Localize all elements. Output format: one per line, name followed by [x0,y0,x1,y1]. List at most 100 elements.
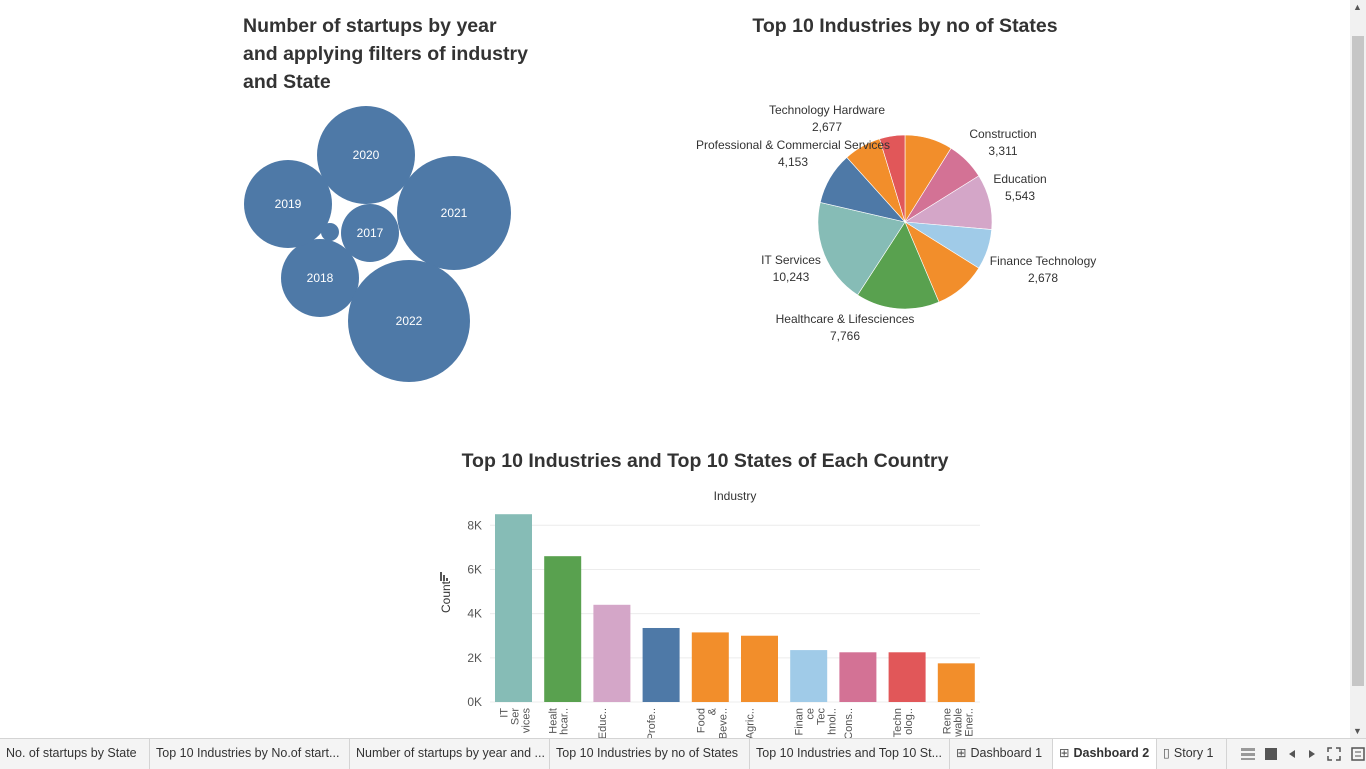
y-tick-label: 4K [467,607,482,621]
pie-slice-label: Technology Hardware [769,103,885,117]
pie-slice-label: Construction [969,127,1036,141]
bubble-label: 2018 [307,271,334,285]
x-tick-label: Educ.. [597,708,609,738]
bar[interactable] [937,663,975,702]
y-tick-label: 0K [467,695,482,709]
bubble-label: 2020 [353,148,380,162]
bubble-chart-title: Number of startups by year and applying … [243,15,528,93]
bar[interactable] [790,650,828,702]
story-icon: ▯ [1163,746,1170,760]
tab-dashboard-2[interactable]: ⊞ Dashboard 2 [1053,739,1157,769]
bubble[interactable] [321,223,339,241]
bar[interactable] [593,604,631,702]
bar[interactable] [544,556,582,702]
y-tick-label: 8K [467,518,482,532]
bubble-label: 2017 [357,226,384,240]
tab-top10-industries-by-states[interactable]: Top 10 Industries by no of States [550,739,750,769]
filmstrip-icon[interactable] [1265,748,1277,760]
prev-icon[interactable] [1287,748,1297,760]
x-tick-label: IT [499,708,511,718]
tab-label: Top 10 Industries and Top 10 St... [756,746,943,760]
pie-slice-value: 10,243 [773,270,810,284]
x-axis-title: Industry [714,489,757,503]
x-tick-label: hnol.. [827,708,839,735]
y-axis-title: Count [439,580,453,613]
dashboard-icon: ⊞ [1059,746,1070,760]
sheet-tab-bar: No. of startups by State Top 10 Industri… [0,738,1366,769]
scroll-up-icon[interactable]: ▲ [1353,2,1362,12]
tab-top10-industries-by-startups[interactable]: Top 10 Industries by No.of start... [150,739,350,769]
x-tick-label: Food [695,708,707,733]
pie-slice-value: 7,766 [830,329,860,343]
tab-label: Number of startups by year and ... [356,746,545,760]
tab-label: No. of startups by State [6,746,137,760]
pie-slice-label: Healthcare & Lifesciences [776,312,915,326]
pie-slice[interactable] [817,202,906,296]
bubble[interactable] [244,160,332,248]
pie-slice-label: Finance Technology [990,254,1097,268]
x-tick-label: Healt [548,708,560,734]
pie-slice-value: 2,678 [1028,271,1058,285]
pie-chart[interactable]: Construction 3,311 Education 5,543 Finance T… [660,90,1140,360]
sort-icon[interactable] [440,572,448,581]
x-tick-label: hcar.. [559,708,571,735]
bar[interactable] [888,652,926,702]
bubble[interactable] [341,204,399,262]
y-tick-label: 2K [467,651,482,665]
scroll-down-icon[interactable]: ▼ [1353,726,1362,736]
pie-slice-label: IT Services [761,253,821,267]
bubble-label: 2019 [275,197,302,211]
bubble-label: 2021 [441,206,468,220]
tab-top10-industries-and-states[interactable]: Top 10 Industries and Top 10 St... [750,739,950,769]
menu-icon[interactable] [1351,747,1365,761]
x-tick-label: Beve.. [717,708,729,738]
pie-slice-label: Education [993,172,1046,186]
grid-view-icon[interactable] [1241,748,1255,760]
vertical-scrollbar[interactable]: ▲ ▼ [1350,0,1366,740]
bar[interactable] [839,652,877,702]
x-tick-label: Tec [816,708,828,726]
x-tick-label: Agric.. [745,708,757,738]
tab-dashboard-1[interactable]: ⊞ Dashboard 1 [950,739,1053,769]
pie-slice-value: 2,677 [812,120,842,134]
tab-no-of-startups-by-state[interactable]: No. of startups by State [0,739,150,769]
pie-slice[interactable] [857,221,940,310]
bar[interactable] [741,635,778,702]
bubble-label: 2022 [396,314,423,328]
x-tick-label: Rene [941,708,953,734]
bar[interactable] [691,632,729,702]
bubble[interactable] [348,260,470,382]
bubble[interactable] [317,106,415,204]
x-tick-label: wable [952,708,964,738]
bubble[interactable] [397,156,511,270]
pie-slice-value: 4,153 [778,155,808,169]
bar-chart[interactable]: Industry Count 0K 2K 4K 6K 8K IT Ser vices Healt hc… [420,480,1000,738]
tab-label: Dashboard 2 [1073,746,1150,760]
tab-story-1[interactable]: ▯ Story 1 [1157,739,1227,769]
pie-slice-value: 5,543 [1005,189,1035,203]
x-tick-label: Cons.. [843,708,855,738]
x-tick-label: & [706,707,718,715]
tab-label: Story 1 [1173,746,1214,760]
pie-chart-title: Top 10 Industries by no of States [752,15,1058,37]
bubble[interactable] [281,239,359,317]
tab-startups-by-year[interactable]: Number of startups by year and ... [350,739,550,769]
y-tick-label: 6K [467,562,482,576]
tab-label: Dashboard 1 [970,746,1043,760]
x-tick-label: Ser [510,708,522,725]
dashboard-icon: ⊞ [956,746,967,760]
next-icon[interactable] [1307,748,1317,760]
scroll-thumb[interactable] [1352,36,1364,686]
tab-label: Top 10 Industries by no of States [556,746,739,760]
x-tick-label: ce [805,708,817,720]
pie-slice[interactable] [879,134,906,223]
tab-label: Top 10 Industries by No.of start... [156,746,340,760]
pie-slice-value: 3,311 [988,144,1017,158]
x-tick-label: Finan [794,708,806,736]
bubble-chart[interactable]: 2017 2018 2019 2020 2021 2022 [230,95,530,395]
bar-chart-title: Top 10 Industries and Top 10 States of E… [461,450,949,472]
bar[interactable] [642,627,680,702]
tab-bar-controls [1227,739,1365,769]
bar[interactable] [495,514,532,702]
fullscreen-icon[interactable] [1327,747,1341,761]
